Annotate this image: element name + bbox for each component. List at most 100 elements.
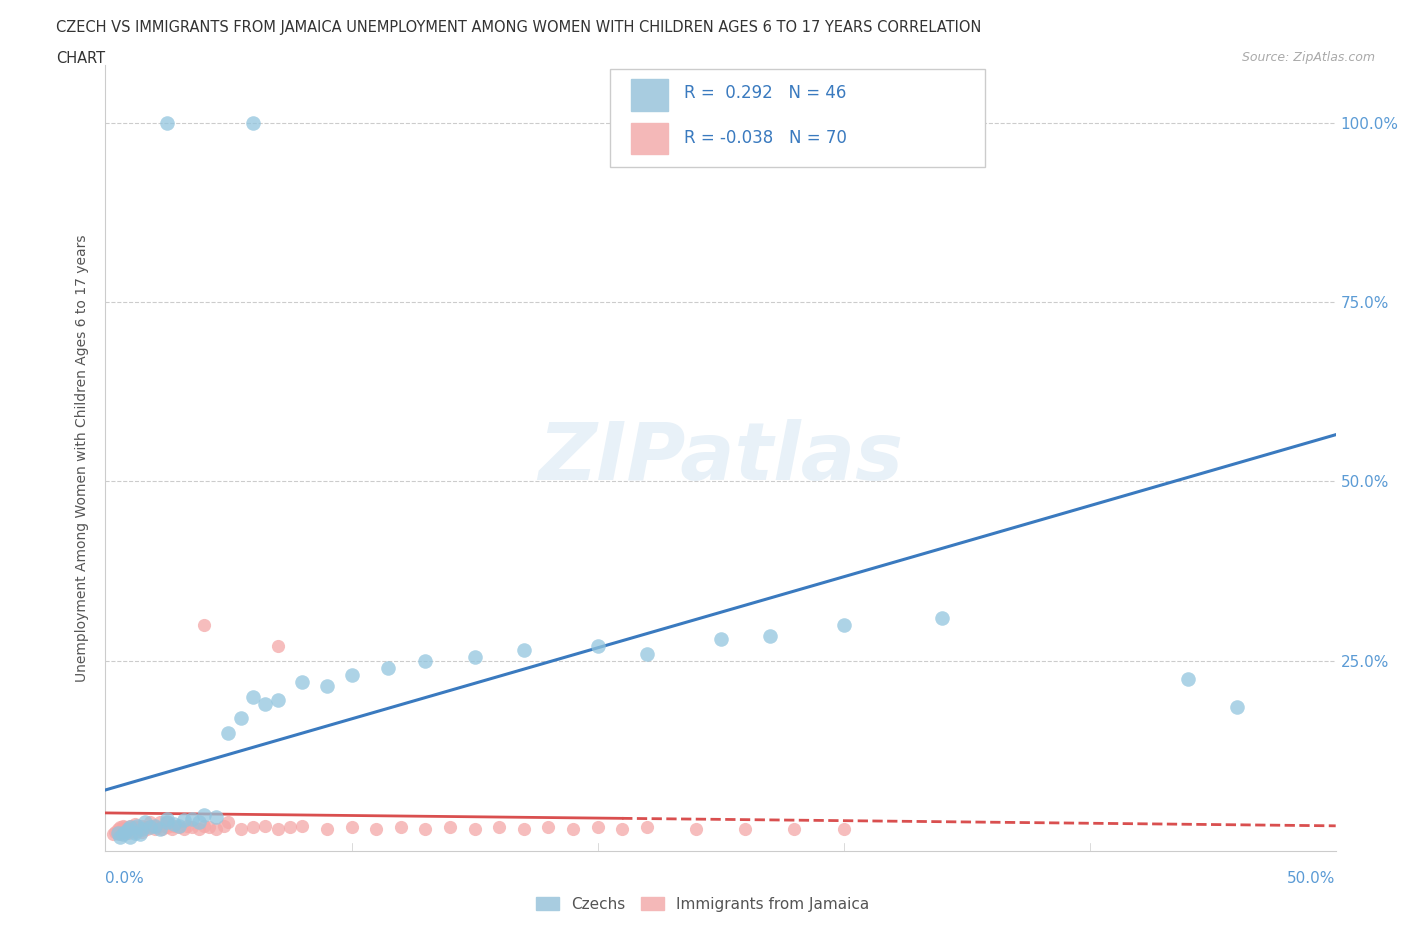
Point	[193, 818, 215, 833]
Point	[586, 639, 609, 654]
Point	[267, 639, 290, 654]
Point	[267, 822, 290, 837]
Text: R =  0.292   N = 46: R = 0.292 N = 46	[683, 84, 846, 102]
Point	[156, 815, 179, 830]
Point	[586, 820, 609, 835]
Point	[710, 631, 733, 646]
Point	[117, 826, 139, 841]
Point	[124, 826, 146, 841]
Point	[169, 818, 191, 833]
Point	[315, 822, 337, 837]
Point	[114, 820, 136, 835]
Point	[138, 820, 162, 835]
Point	[229, 822, 252, 837]
Point	[129, 822, 152, 837]
Point	[156, 811, 179, 826]
Point	[1177, 671, 1199, 686]
Point	[138, 815, 162, 830]
Point	[134, 820, 156, 835]
Point	[114, 824, 136, 839]
FancyBboxPatch shape	[610, 69, 986, 167]
Point	[783, 822, 806, 837]
Point	[218, 725, 240, 740]
Point	[124, 817, 146, 831]
Point	[121, 820, 143, 835]
Point	[134, 815, 156, 830]
Point	[193, 618, 215, 632]
Point	[291, 675, 314, 690]
Point	[150, 822, 173, 837]
Text: ZIPatlas: ZIPatlas	[538, 419, 903, 497]
Point	[153, 818, 176, 833]
Point	[111, 818, 134, 833]
Point	[278, 820, 301, 835]
Point	[101, 827, 124, 842]
Point	[832, 618, 855, 632]
Point	[188, 822, 211, 837]
Point	[254, 697, 277, 711]
Point	[315, 679, 337, 694]
Point	[537, 820, 560, 835]
Point	[562, 822, 585, 837]
Point	[513, 822, 536, 837]
Point	[291, 818, 314, 833]
Point	[464, 822, 486, 837]
Text: R = -0.038   N = 70: R = -0.038 N = 70	[683, 129, 846, 147]
Point	[163, 818, 186, 833]
Point	[366, 822, 388, 837]
Text: Source: ZipAtlas.com: Source: ZipAtlas.com	[1241, 51, 1375, 64]
Point	[267, 693, 290, 708]
Point	[169, 820, 191, 835]
Point	[734, 822, 756, 837]
Point	[131, 822, 153, 837]
Point	[205, 810, 228, 825]
Point	[340, 820, 363, 835]
Point	[464, 650, 486, 665]
Point	[197, 820, 221, 835]
Point	[114, 824, 136, 839]
Text: CZECH VS IMMIGRANTS FROM JAMAICA UNEMPLOYMENT AMONG WOMEN WITH CHILDREN AGES 6 T: CZECH VS IMMIGRANTS FROM JAMAICA UNEMPLO…	[56, 20, 981, 35]
Point	[107, 822, 129, 837]
Point	[149, 815, 172, 830]
Point	[180, 820, 202, 835]
Point	[156, 820, 179, 835]
Point	[212, 818, 235, 833]
Point	[488, 820, 510, 835]
Point	[131, 818, 153, 833]
Text: 50.0%: 50.0%	[1288, 871, 1336, 886]
Legend: Czechs, Immigrants from Jamaica: Czechs, Immigrants from Jamaica	[530, 890, 876, 918]
Point	[107, 826, 129, 841]
Point	[143, 822, 166, 837]
Point	[513, 643, 536, 658]
Point	[143, 818, 166, 833]
Point	[136, 822, 159, 837]
Y-axis label: Unemployment Among Women with Children Ages 6 to 17 years: Unemployment Among Women with Children A…	[76, 234, 90, 682]
Point	[242, 115, 264, 130]
Point	[340, 668, 363, 683]
Point	[163, 817, 186, 831]
Point	[156, 115, 179, 130]
Point	[180, 811, 202, 826]
Point	[104, 824, 127, 839]
Point	[218, 815, 240, 830]
Point	[160, 822, 183, 837]
Point	[173, 822, 195, 837]
Point	[193, 807, 215, 822]
Point	[832, 822, 855, 837]
Point	[156, 815, 179, 830]
Point	[111, 827, 134, 842]
Point	[120, 822, 141, 837]
Text: CHART: CHART	[56, 51, 105, 66]
Point	[439, 820, 461, 835]
Point	[107, 826, 129, 841]
Point	[138, 818, 162, 833]
Point	[110, 827, 132, 842]
Point	[149, 822, 172, 837]
Point	[685, 822, 707, 837]
Point	[389, 820, 412, 835]
Point	[636, 646, 658, 661]
Point	[127, 818, 149, 833]
Point	[173, 813, 195, 828]
Point	[415, 822, 437, 837]
Point	[176, 818, 198, 833]
